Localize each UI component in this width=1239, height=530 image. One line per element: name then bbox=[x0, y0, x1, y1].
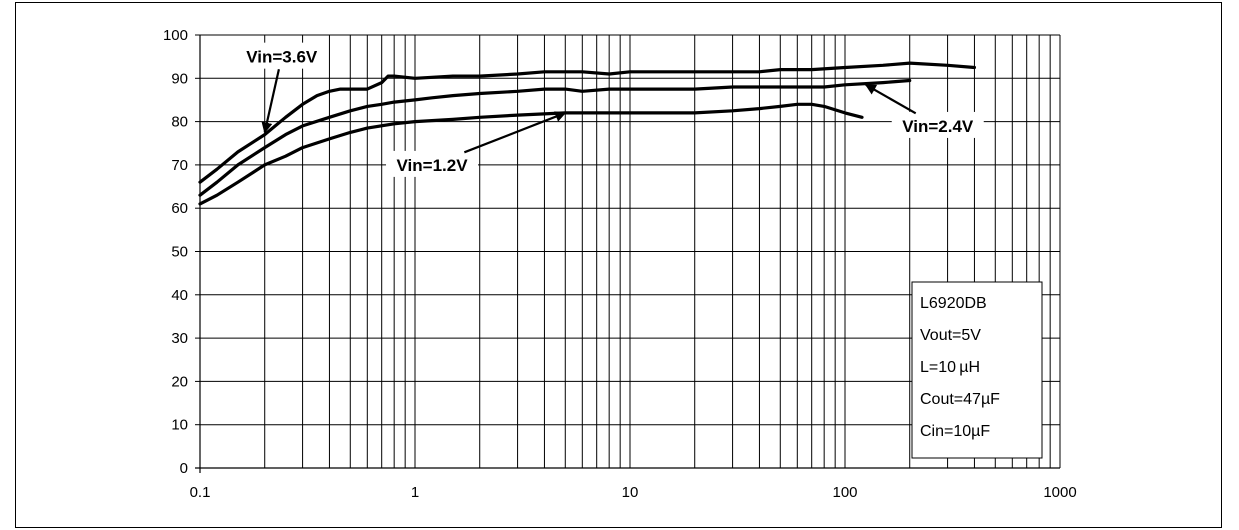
y-tick-label: 30 bbox=[171, 330, 188, 347]
series-line-2 bbox=[198, 78, 912, 197]
y-tick-label: 20 bbox=[171, 373, 188, 390]
y-tick-label: 50 bbox=[171, 244, 188, 261]
x-tick-label: 1000 bbox=[1043, 484, 1076, 501]
chart-frame bbox=[15, 2, 1222, 528]
series-line-3 bbox=[198, 102, 864, 206]
x-tick-label: 10 bbox=[622, 484, 639, 501]
annotation-arrow bbox=[463, 111, 567, 154]
series-annotations: Vin=3.6V Vin=2.4V Vin=1.2V bbox=[235, 42, 984, 177]
x-tick-label: 0.1 bbox=[190, 484, 211, 501]
annotation-bg bbox=[235, 42, 328, 69]
x-tick-label: 1 bbox=[411, 484, 419, 501]
series-label-3: Vin=1.2V bbox=[397, 156, 469, 175]
series-label-2: Vin=2.4V bbox=[902, 117, 974, 136]
series-label-1: Vin=3.6V bbox=[246, 48, 318, 67]
info-box-frame bbox=[911, 281, 1043, 459]
y-tick-label: 40 bbox=[171, 287, 188, 304]
y-tick-label: 10 bbox=[171, 417, 188, 434]
info-box-line: Cin=10µF bbox=[920, 423, 990, 440]
tick-labels: 0 10 20 30 40 50 60 70 80 90 100 0.1 1 10 100 1000 bbox=[163, 27, 1077, 501]
y-tick-label: 100 bbox=[163, 27, 188, 44]
info-box-line: Cout=47µF bbox=[920, 391, 1000, 408]
info-box-line: L=10 µH bbox=[920, 359, 980, 376]
y-tick-label: 60 bbox=[171, 200, 188, 217]
y-tick-label: 0 bbox=[180, 460, 188, 477]
series-lines bbox=[198, 61, 977, 206]
info-box-line: Vout=5V bbox=[920, 327, 981, 344]
x-tick-label: 100 bbox=[832, 484, 857, 501]
y-tick-label: 80 bbox=[171, 114, 188, 131]
annotation-bg bbox=[386, 150, 479, 177]
series-line-1 bbox=[198, 61, 977, 184]
info-box-line: L6920DB bbox=[920, 295, 987, 312]
y-tick-label: 90 bbox=[171, 70, 188, 87]
annotation-arrow bbox=[864, 83, 917, 115]
annotation-arrow bbox=[261, 69, 280, 134]
axes bbox=[195, 35, 1060, 473]
annotation-bg bbox=[891, 111, 984, 138]
y-tick-label: 70 bbox=[171, 157, 188, 174]
info-box: L6920DB Vout=5V L=10 µH Cout=47µF Cin=10µF bbox=[911, 281, 1043, 459]
